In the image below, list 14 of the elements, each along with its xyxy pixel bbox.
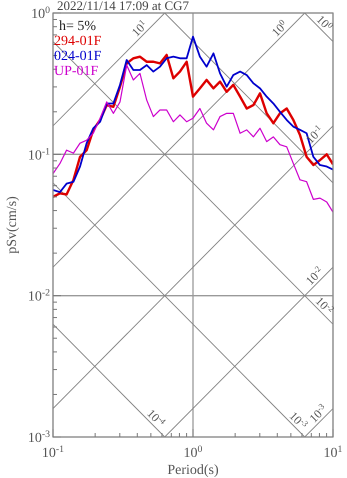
y-tick-label: 10$^{-2}$	[28, 287, 50, 305]
chart-title: 2022/11/14 17:09 at CG7	[57, 0, 190, 13]
y-tick-label: 10$^{0}$	[31, 4, 50, 22]
series-label: UP-01F	[54, 64, 99, 79]
x-tick-label: 10$^{0}$	[184, 444, 203, 461]
y-axis-title: pSv(cm/s)	[5, 196, 20, 254]
y-tick-label: 10$^{-1}$	[28, 146, 50, 164]
annotation: h= 5%	[59, 19, 96, 34]
x-tick-label: 10$^{1}$	[324, 444, 343, 461]
text: 294-01F	[54, 34, 102, 49]
series-label: 024-01F	[54, 49, 102, 64]
x-tick-label: 10$^{-1}$	[42, 444, 64, 461]
y-tick-label: 10$^{-3}$	[28, 428, 50, 446]
x-axis-title: Period(s)	[167, 463, 219, 478]
